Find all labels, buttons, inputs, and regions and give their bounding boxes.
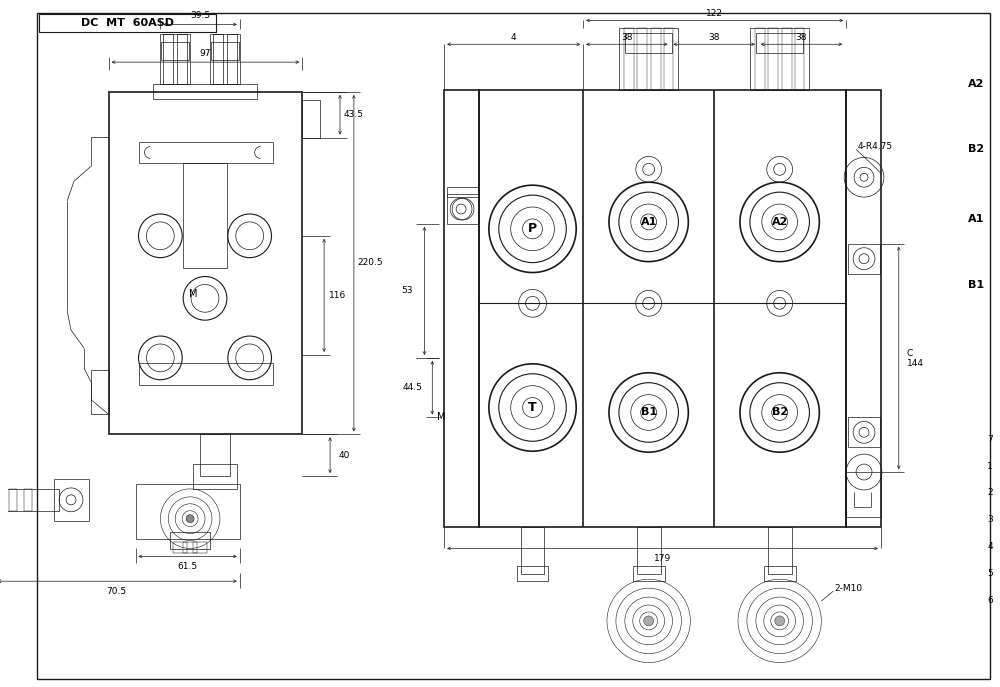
Bar xyxy=(193,464,237,489)
Text: 5: 5 xyxy=(987,569,993,578)
Bar xyxy=(444,90,479,527)
Bar xyxy=(750,28,809,90)
Circle shape xyxy=(644,616,654,626)
Text: B1: B1 xyxy=(968,280,984,291)
Bar xyxy=(624,28,634,90)
Bar xyxy=(768,527,792,574)
Bar xyxy=(183,164,227,267)
Text: 7: 7 xyxy=(987,435,993,444)
Bar xyxy=(302,100,320,137)
Bar xyxy=(637,28,647,90)
Text: B2: B2 xyxy=(968,144,984,155)
Bar xyxy=(177,34,187,84)
Bar xyxy=(91,370,109,414)
Text: 53: 53 xyxy=(401,286,412,295)
Bar xyxy=(521,527,544,574)
Bar xyxy=(756,34,803,53)
Text: 4-R4.75: 4-R4.75 xyxy=(857,142,892,151)
Text: 144: 144 xyxy=(907,359,924,368)
Text: A1: A1 xyxy=(968,214,985,224)
Bar xyxy=(211,43,239,60)
Bar xyxy=(153,84,257,99)
Bar xyxy=(210,34,240,84)
Text: 40: 40 xyxy=(338,451,350,460)
Text: 38: 38 xyxy=(621,33,633,42)
Bar xyxy=(200,434,230,476)
Text: B2: B2 xyxy=(772,407,788,418)
Bar xyxy=(136,484,240,539)
Bar xyxy=(755,28,765,90)
Text: A1: A1 xyxy=(640,217,657,227)
Bar xyxy=(139,363,273,385)
Text: C: C xyxy=(907,350,913,359)
Text: M: M xyxy=(189,289,197,300)
Bar xyxy=(664,28,673,90)
Bar xyxy=(637,527,661,574)
Text: 97: 97 xyxy=(199,49,211,58)
Bar xyxy=(846,90,881,527)
Bar xyxy=(213,34,223,84)
Text: 38: 38 xyxy=(796,33,807,42)
Bar xyxy=(193,541,207,554)
Text: 2: 2 xyxy=(987,488,993,497)
Text: 220.5: 220.5 xyxy=(357,258,383,267)
Text: 4: 4 xyxy=(987,542,993,551)
Bar xyxy=(9,489,17,510)
Bar xyxy=(54,479,89,521)
Text: DC  MT  60ASD: DC MT 60ASD xyxy=(81,19,174,28)
Circle shape xyxy=(186,515,194,523)
Bar xyxy=(160,34,190,84)
Bar xyxy=(0,489,59,510)
Text: 44.5: 44.5 xyxy=(402,383,422,392)
Bar xyxy=(782,28,792,90)
Text: 39.5: 39.5 xyxy=(190,11,210,20)
Text: P: P xyxy=(528,223,537,236)
Text: 43.5: 43.5 xyxy=(344,110,364,120)
Text: 2-M10: 2-M10 xyxy=(834,584,862,593)
Bar xyxy=(651,28,661,90)
Text: 6: 6 xyxy=(987,596,993,605)
Bar xyxy=(517,566,548,581)
Circle shape xyxy=(775,616,785,626)
Bar xyxy=(163,34,173,84)
Bar xyxy=(139,142,273,164)
Text: A2: A2 xyxy=(968,79,985,89)
Bar xyxy=(848,244,880,273)
Text: 3: 3 xyxy=(987,515,993,524)
Bar xyxy=(39,14,216,32)
Bar xyxy=(173,541,187,554)
Bar xyxy=(24,489,32,510)
Text: 1: 1 xyxy=(987,462,993,471)
Bar xyxy=(183,541,197,554)
Bar xyxy=(764,566,796,581)
Bar xyxy=(768,28,778,90)
Text: 70.5: 70.5 xyxy=(107,587,127,596)
Bar xyxy=(161,43,189,60)
Bar xyxy=(633,566,665,581)
Text: 61.5: 61.5 xyxy=(177,562,197,571)
Bar xyxy=(227,34,237,84)
Bar xyxy=(447,187,479,197)
Text: 116: 116 xyxy=(329,291,347,300)
Bar xyxy=(795,28,804,90)
Text: 122: 122 xyxy=(706,9,723,18)
Bar xyxy=(109,92,302,434)
Bar xyxy=(625,34,672,53)
Text: A2: A2 xyxy=(771,217,788,227)
Text: 38: 38 xyxy=(708,33,720,42)
Bar xyxy=(619,28,678,90)
Text: 179: 179 xyxy=(654,554,671,563)
Text: B1: B1 xyxy=(641,407,657,418)
Bar xyxy=(846,472,881,517)
Bar xyxy=(447,194,479,224)
Bar xyxy=(479,90,846,527)
Text: T: T xyxy=(528,401,537,414)
Bar xyxy=(0,489,3,510)
Bar xyxy=(170,532,210,550)
Text: M: M xyxy=(437,412,445,423)
Bar xyxy=(848,418,880,447)
Text: 4: 4 xyxy=(511,33,516,42)
